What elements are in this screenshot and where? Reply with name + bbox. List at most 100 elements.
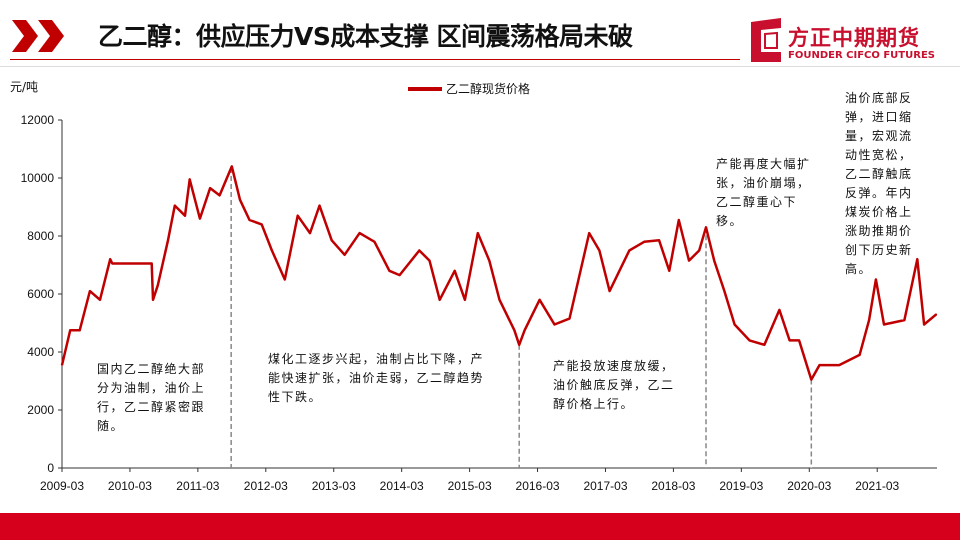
data-point <box>152 299 154 301</box>
annotation-2: 煤化工逐步兴起，油制占比下降，产能快速扩张，油价走弱，乙二醇趋势性下跌。 <box>268 352 485 404</box>
annotation-4: 产能再度大幅扩张，油价崩塌，乙二醇重心下移。 <box>716 157 811 228</box>
y-tick-label: 6000 <box>27 287 54 301</box>
data-point <box>903 319 906 321</box>
data-point <box>99 299 101 301</box>
data-point <box>628 249 631 252</box>
data-point <box>318 204 321 207</box>
data-point <box>875 278 877 281</box>
data-point <box>705 226 707 229</box>
data-point <box>923 323 925 326</box>
data-point <box>109 258 112 261</box>
data-point <box>69 329 71 332</box>
data-point <box>678 219 680 221</box>
data-point <box>231 165 233 168</box>
data-point <box>513 329 516 332</box>
data-point <box>883 323 885 326</box>
data-point <box>418 249 421 252</box>
data-point <box>643 241 646 243</box>
legend-swatch <box>408 86 442 91</box>
data-point <box>89 290 91 292</box>
y-tick-label: 0 <box>47 461 54 475</box>
data-point <box>733 323 736 326</box>
annotation-5: 油价底部反弹，进口缩量，宏观流动性宽松，乙二醇触底反弹。年内煤炭价格上涨助推期价… <box>845 91 913 276</box>
data-point <box>167 239 169 242</box>
x-tick-label: 2016-03 <box>516 479 560 493</box>
data-point <box>476 232 479 234</box>
annotation-1: 国内乙二醇绝大部分为油制，油价上行，乙二醇紧密跟随。 <box>97 362 206 433</box>
x-tick-label: 2018-03 <box>651 479 695 493</box>
data-point <box>568 317 571 320</box>
data-point <box>373 241 376 243</box>
data-point <box>248 219 251 221</box>
x-tick-label: 2020-03 <box>787 479 831 493</box>
data-point <box>218 194 221 197</box>
data-point <box>778 309 781 311</box>
data-point <box>358 232 361 234</box>
series-line <box>60 165 938 381</box>
data-point <box>239 198 241 201</box>
data-point <box>810 378 813 381</box>
x-tick-label: 2012-03 <box>244 479 288 493</box>
data-point <box>156 284 159 287</box>
data-point <box>488 259 491 262</box>
logo-text-cn: 方正中期期货 <box>788 26 920 50</box>
data-point <box>668 270 671 272</box>
x-tick-label: 2017-03 <box>583 479 627 493</box>
data-point <box>518 343 521 346</box>
data-point <box>398 274 401 276</box>
data-point <box>453 270 456 272</box>
header-divider <box>0 66 960 67</box>
page-title: 乙二醇：供应压力VS成本支撑 区间震荡格局未破 <box>98 22 633 51</box>
x-tick-label: 2013-03 <box>312 479 356 493</box>
data-point <box>188 178 191 181</box>
data-point <box>608 290 611 292</box>
y-tick-label: 4000 <box>27 345 54 359</box>
data-point <box>330 239 333 242</box>
x-tick-label: 2011-03 <box>176 479 219 493</box>
data-point <box>588 232 590 234</box>
data-point <box>150 262 153 265</box>
data-point <box>788 339 791 342</box>
data-point <box>713 259 715 262</box>
y-tick-label: 2000 <box>27 403 54 417</box>
data-point <box>763 343 766 346</box>
data-point <box>723 290 726 292</box>
data-point <box>271 249 273 252</box>
data-point <box>438 299 441 301</box>
data-point <box>309 232 311 234</box>
data-point <box>553 323 556 326</box>
data-point <box>209 187 211 189</box>
data-point <box>284 278 286 281</box>
logo-text-en: FOUNDER CIFCO FUTURES <box>788 50 935 61</box>
data-point <box>173 204 176 207</box>
data-point <box>935 313 938 316</box>
data-point <box>858 354 861 356</box>
x-tick-label: 2009-03 <box>40 479 84 493</box>
data-point <box>916 258 919 261</box>
data-point <box>343 254 346 256</box>
x-tick-label: 2019-03 <box>719 479 763 493</box>
y-tick-label: 12000 <box>21 113 55 127</box>
data-point <box>78 329 81 332</box>
y-tick-label: 10000 <box>21 171 55 185</box>
data-point <box>260 223 263 226</box>
chevron-icon <box>12 20 64 52</box>
y-tick-label: 8000 <box>27 229 54 243</box>
data-point <box>61 364 63 366</box>
data-point <box>868 319 870 321</box>
chart-legend: 乙二醇现货价格 <box>408 80 530 97</box>
data-point <box>199 217 201 220</box>
data-point <box>538 299 541 301</box>
x-tick-label: 2015-03 <box>448 479 492 493</box>
x-tick-label: 2021-03 <box>855 479 899 493</box>
data-point <box>523 329 526 332</box>
legend-label: 乙二醇现货价格 <box>446 82 531 96</box>
x-tick-label: 2014-03 <box>380 479 424 493</box>
annotation-3: 产能投放速度放缓，油价触底反弹，乙二醇价格上行。 <box>553 359 675 411</box>
data-point <box>598 249 601 252</box>
data-point <box>498 299 501 301</box>
data-point <box>428 259 431 262</box>
data-point <box>658 239 660 242</box>
company-logo-icon <box>751 18 781 62</box>
